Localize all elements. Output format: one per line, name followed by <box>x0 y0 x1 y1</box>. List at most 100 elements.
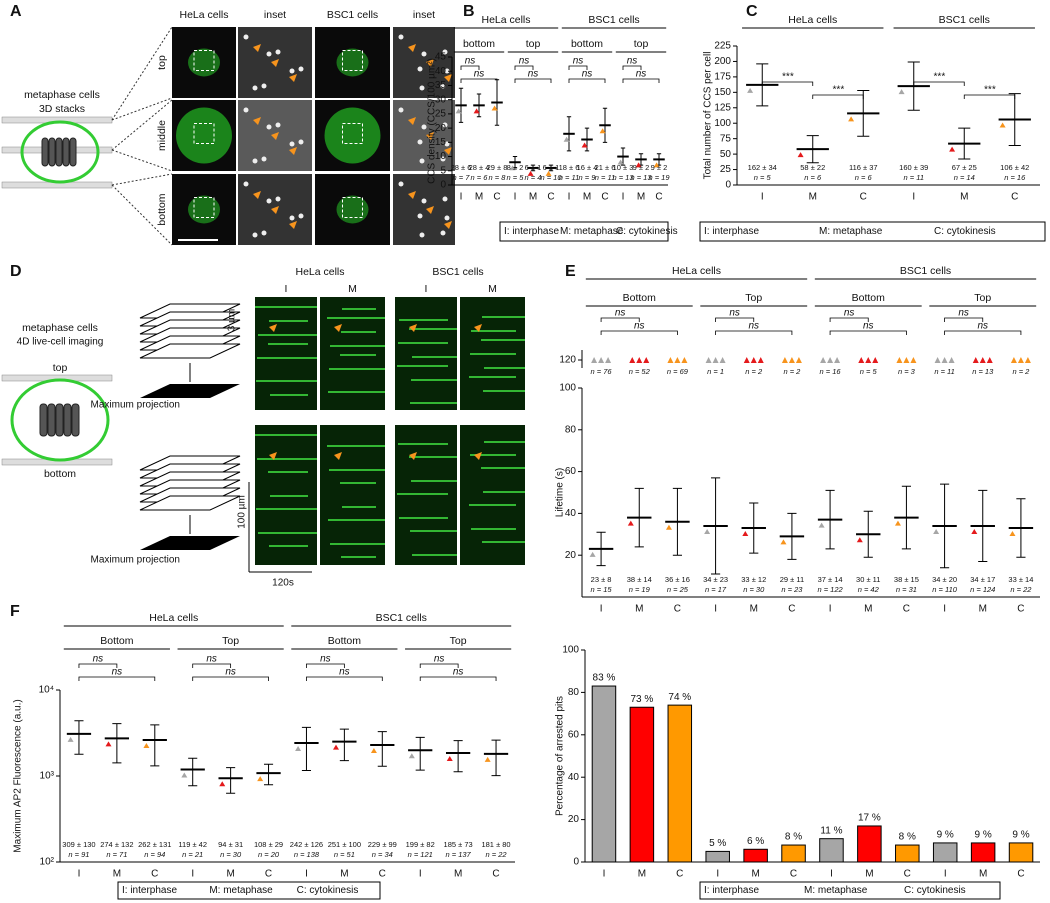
n-label: n = 13 <box>630 173 652 182</box>
y-tick-label: 20 <box>568 814 580 825</box>
stack-slice <box>139 495 241 511</box>
significance-bracket <box>829 330 907 335</box>
significance-label: ns <box>977 321 988 332</box>
column-header: BSC1 cells <box>432 266 483 278</box>
spot <box>243 107 249 113</box>
error-bar <box>453 740 463 773</box>
projection-label: Maximum projection <box>91 400 180 411</box>
panel-letter: B <box>463 3 475 20</box>
arrowhead <box>253 191 261 199</box>
arrowhead <box>409 324 417 332</box>
panel-letter: D <box>10 263 22 280</box>
y-axis-label: CCS density (CCS/100 µm²) <box>427 58 438 184</box>
y-tick-label: 25 <box>435 109 447 120</box>
spot <box>243 181 249 187</box>
plane-label: top <box>53 362 68 374</box>
significance-label: ns <box>582 69 593 80</box>
n-label: n = 21 <box>182 850 203 859</box>
stat-label: 38 ± 15 <box>894 575 919 584</box>
x-tick-label: C <box>790 869 797 880</box>
group-marker <box>446 756 453 762</box>
column-header: inset <box>264 9 286 21</box>
x-tick-label: I <box>944 869 947 880</box>
y-axis-label: Maximum AP2 Fluorescence (a.u.) <box>13 699 24 852</box>
stack-slice <box>139 343 241 359</box>
stat-label: 274 ± 132 <box>100 840 133 849</box>
significance-bracket <box>944 317 984 322</box>
y-tick-label: 80 <box>565 424 577 435</box>
group-marker <box>999 122 1006 128</box>
legend-entry: C: cytokinesis <box>297 885 359 896</box>
spot <box>275 196 281 202</box>
guide-line <box>111 149 173 172</box>
group-header: HeLa cells <box>788 14 837 26</box>
guide-line <box>111 97 173 121</box>
n-label: n = 4 <box>525 173 542 182</box>
guide-line <box>111 173 173 186</box>
x-tick-label: M <box>340 869 348 880</box>
x-tick-label: I <box>419 869 422 880</box>
spot <box>252 232 258 238</box>
n-label: n = 19 <box>629 585 651 594</box>
spot <box>261 83 267 89</box>
schematic-title: metaphase cells <box>24 89 100 101</box>
y-tick-label: 35 <box>435 80 447 91</box>
legend-box <box>499 221 669 242</box>
stat-label: 6 ± 1 <box>543 163 560 172</box>
y-tick-label: 100 <box>559 383 576 394</box>
group-marker <box>780 539 787 545</box>
n-label: n = 137 <box>446 850 472 859</box>
group-marker <box>599 128 606 134</box>
y-tick-label: 125 <box>714 102 731 113</box>
bar <box>629 706 655 863</box>
row-label: middle <box>156 120 168 151</box>
arrowhead <box>269 452 277 460</box>
arrowhead <box>444 147 452 155</box>
group-marker <box>617 159 624 165</box>
stat-label: 262 ± 131 <box>138 840 171 849</box>
x-tick-label: I <box>600 604 603 615</box>
significance-label: ns <box>474 69 485 80</box>
plane-label: bottom <box>44 468 76 480</box>
x-tick-label: I <box>943 604 946 615</box>
n-label: n = 11 <box>559 173 580 182</box>
stat-label: 18 ± 6 <box>559 163 580 172</box>
group-header: bottom <box>463 38 495 50</box>
error-bar <box>226 767 236 794</box>
legend-entry: M: metaphase <box>560 226 624 237</box>
x-tick-label: I <box>622 192 625 203</box>
group-header: BSC1 cells <box>588 14 639 26</box>
significance-label: ns <box>465 56 476 67</box>
significance-bracket <box>514 65 534 70</box>
spot <box>417 213 423 219</box>
spot <box>398 107 404 113</box>
x-tick-label: C <box>547 192 554 203</box>
value-label: 5 % <box>709 838 726 849</box>
value-label: 8 % <box>899 832 916 843</box>
x-tick-label: C <box>601 192 608 203</box>
significance-bracket <box>419 663 459 668</box>
group-marker <box>370 748 377 754</box>
x-tick-label: I <box>829 604 832 615</box>
n-label: n = 22 <box>486 850 508 859</box>
spot <box>398 34 404 40</box>
error-bar <box>188 757 198 787</box>
n-label: n = 76 <box>591 367 613 376</box>
spot <box>289 141 295 147</box>
significance-bracket <box>963 94 1016 99</box>
y-tick-label: 10⁴ <box>39 685 54 696</box>
significance-bracket <box>306 663 345 668</box>
cell-signal <box>336 48 369 77</box>
group-marker <box>181 772 188 778</box>
stat-label: 33 ± 12 <box>741 575 766 584</box>
significance-label: ns <box>615 308 626 319</box>
group-header: Top <box>450 635 467 647</box>
stat-label: 242 ± 126 <box>290 840 323 849</box>
group-marker <box>818 522 825 528</box>
spot <box>243 34 249 40</box>
significance-bracket <box>715 317 755 322</box>
spot <box>298 139 304 145</box>
x-tick-label: M <box>454 869 462 880</box>
significance-bracket <box>306 676 383 681</box>
n-label: n = 7 <box>453 173 471 182</box>
